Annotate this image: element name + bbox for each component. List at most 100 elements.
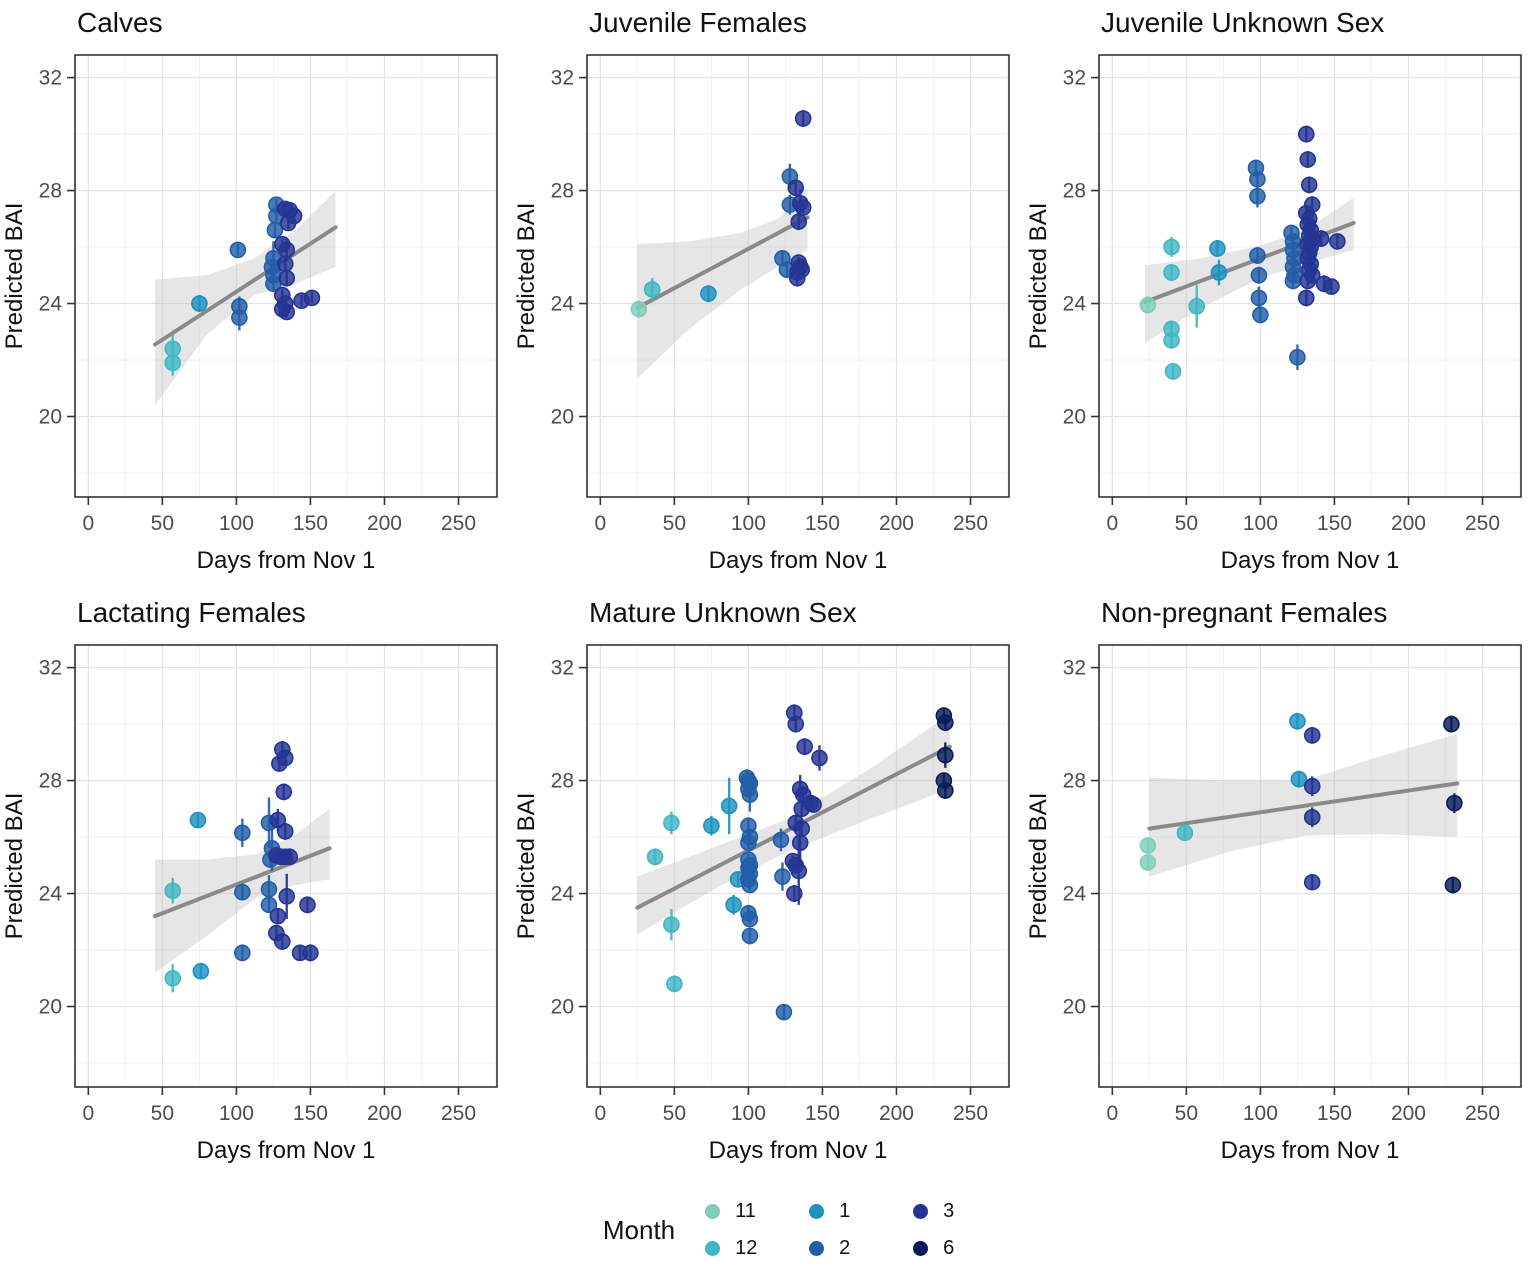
data-point-month-1	[1209, 240, 1226, 257]
data-point-month-6	[1443, 715, 1460, 733]
legend-entry-label: 2	[839, 1237, 851, 1259]
legend-entry-label: 1	[839, 1200, 851, 1222]
data-point-month-3	[1312, 230, 1330, 247]
data-point-month-2	[775, 1003, 793, 1021]
data-point-month-3	[794, 199, 812, 216]
data-point-month-3	[302, 944, 319, 962]
x-tick-label: 0	[594, 512, 606, 535]
data-point-month-6	[1444, 876, 1462, 894]
data-point-month-12	[663, 814, 680, 832]
data-point-month-3	[796, 738, 813, 755]
y-tick-label: 24	[551, 883, 575, 906]
x-tick-label: 50	[1175, 512, 1198, 535]
legend-entries: 11 12 1 2 3 6	[705, 1200, 969, 1260]
data-point-month-3	[1299, 151, 1317, 168]
data-point-month-3	[1303, 873, 1321, 891]
data-point-month-2	[1249, 247, 1266, 264]
panel-juvenile-unknown-sex: 0 50 100 150 200 250 20 24 28 32 Days from Nov 1 Pr…	[1025, 7, 1522, 574]
data-point-month-12	[1163, 264, 1180, 281]
y-axis-label: Predicted BAI	[1, 793, 28, 940]
panel-calves: 0 50 100 150 200 250 20 24 28 32 Days from Nov 1 Pr…	[1, 7, 498, 574]
x-tick-label: 250	[1465, 1102, 1500, 1125]
data-point-month-3	[788, 269, 806, 287]
data-point-month-3	[269, 907, 287, 925]
data-point-month-3	[299, 896, 316, 914]
data-point-month-12	[1164, 363, 1182, 380]
y-axis-label: Predicted BAI	[1, 203, 28, 350]
data-point-month-2	[234, 883, 251, 901]
data-point-month-2	[1289, 348, 1306, 366]
x-tick-label: 50	[151, 1102, 174, 1125]
y-tick-label: 28	[1063, 180, 1086, 203]
data-point-month-12	[1176, 824, 1194, 842]
panel-non-pregnant-females: 0 50 100 150 200 250 20 24 28 32 Days from Nov 1 Pr…	[1025, 597, 1522, 1164]
data-point-month-3	[279, 214, 297, 232]
x-tick-label: 50	[151, 512, 174, 535]
legend-entry-3: 3	[913, 1200, 969, 1223]
x-axis-label: Days from Nov 1	[197, 1137, 376, 1164]
x-tick-label: 150	[805, 1102, 840, 1125]
y-tick-label: 32	[39, 67, 62, 90]
panel-juvenile-females: 0 50 100 150 200 250 20 24 28 32 Days from Nov 1 Pr…	[513, 7, 1010, 574]
y-tick-label: 24	[551, 293, 575, 316]
panel-border	[74, 644, 498, 1088]
data-point-month-3	[1303, 808, 1321, 826]
data-point-month-3	[805, 796, 822, 813]
data-point-month-2	[1249, 187, 1266, 205]
y-tick-label: 28	[551, 180, 574, 203]
x-tick-label: 200	[367, 512, 402, 535]
x-tick-label: 100	[219, 512, 254, 535]
x-tick-label: 150	[805, 512, 840, 535]
y-tick-label: 32	[1063, 67, 1086, 90]
x-tick-label: 150	[1317, 512, 1352, 535]
data-point-month-2	[774, 868, 791, 885]
y-tick-label: 32	[551, 67, 574, 90]
x-tick-label: 100	[1243, 512, 1278, 535]
facet-grid: 0 50 100 150 200 250 20 24 28 32 Days from Nov 1 Pr…	[1, 7, 1522, 1164]
legend-entry-11: 11	[705, 1200, 761, 1223]
panel-title: Juvenile Unknown Sex	[1101, 7, 1384, 38]
x-tick-label: 150	[293, 512, 328, 535]
legend-entry-label: 12	[735, 1237, 758, 1259]
data-point-month-2	[266, 221, 284, 239]
y-axis-label: Predicted BAI	[1025, 793, 1052, 940]
data-point-month-3	[303, 289, 321, 307]
x-tick-label: 50	[1175, 1102, 1198, 1125]
data-point-month-6	[937, 782, 954, 799]
y-tick-label: 28	[39, 180, 62, 203]
x-tick-label: 50	[663, 512, 686, 535]
data-point-month-12	[646, 848, 664, 866]
panel-border	[74, 54, 498, 498]
data-point-month-3	[811, 749, 828, 767]
legend-entry-label: 3	[943, 1200, 955, 1222]
legend-swatch-icon	[705, 1241, 721, 1256]
x-tick-label: 250	[1465, 512, 1500, 535]
x-axis-label: Days from Nov 1	[1221, 547, 1400, 574]
trend-line	[635, 215, 810, 310]
x-tick-label: 50	[663, 1102, 686, 1125]
data-point-month-3	[1323, 278, 1340, 295]
trend-line	[153, 846, 332, 919]
panel-title: Mature Unknown Sex	[589, 597, 857, 628]
legend-entry-6: 6	[913, 1237, 969, 1260]
data-point-month-2	[234, 944, 251, 962]
data-point-month-3	[281, 848, 299, 866]
data-point-month-11	[1139, 854, 1157, 871]
x-tick-label: 250	[953, 1102, 988, 1125]
x-tick-label: 250	[953, 512, 988, 535]
x-tick-label: 0	[594, 1102, 606, 1125]
data-point-month-3	[278, 888, 296, 905]
panel-border	[1098, 54, 1522, 498]
data-point-month-12	[666, 975, 683, 993]
x-tick-label: 150	[1317, 1102, 1352, 1125]
month-legend: Month 11 12 1 2 3 6	[18, 1180, 1536, 1280]
data-point-month-3	[273, 933, 291, 950]
legend-entry-label: 11	[735, 1200, 756, 1222]
x-tick-label: 100	[731, 1102, 766, 1125]
y-tick-label: 28	[1063, 770, 1086, 793]
data-point-month-3	[278, 303, 296, 321]
data-point-month-1	[1210, 264, 1228, 281]
data-point-month-1	[725, 896, 742, 914]
data-point-month-3	[794, 110, 812, 127]
data-point-month-2	[260, 896, 278, 914]
